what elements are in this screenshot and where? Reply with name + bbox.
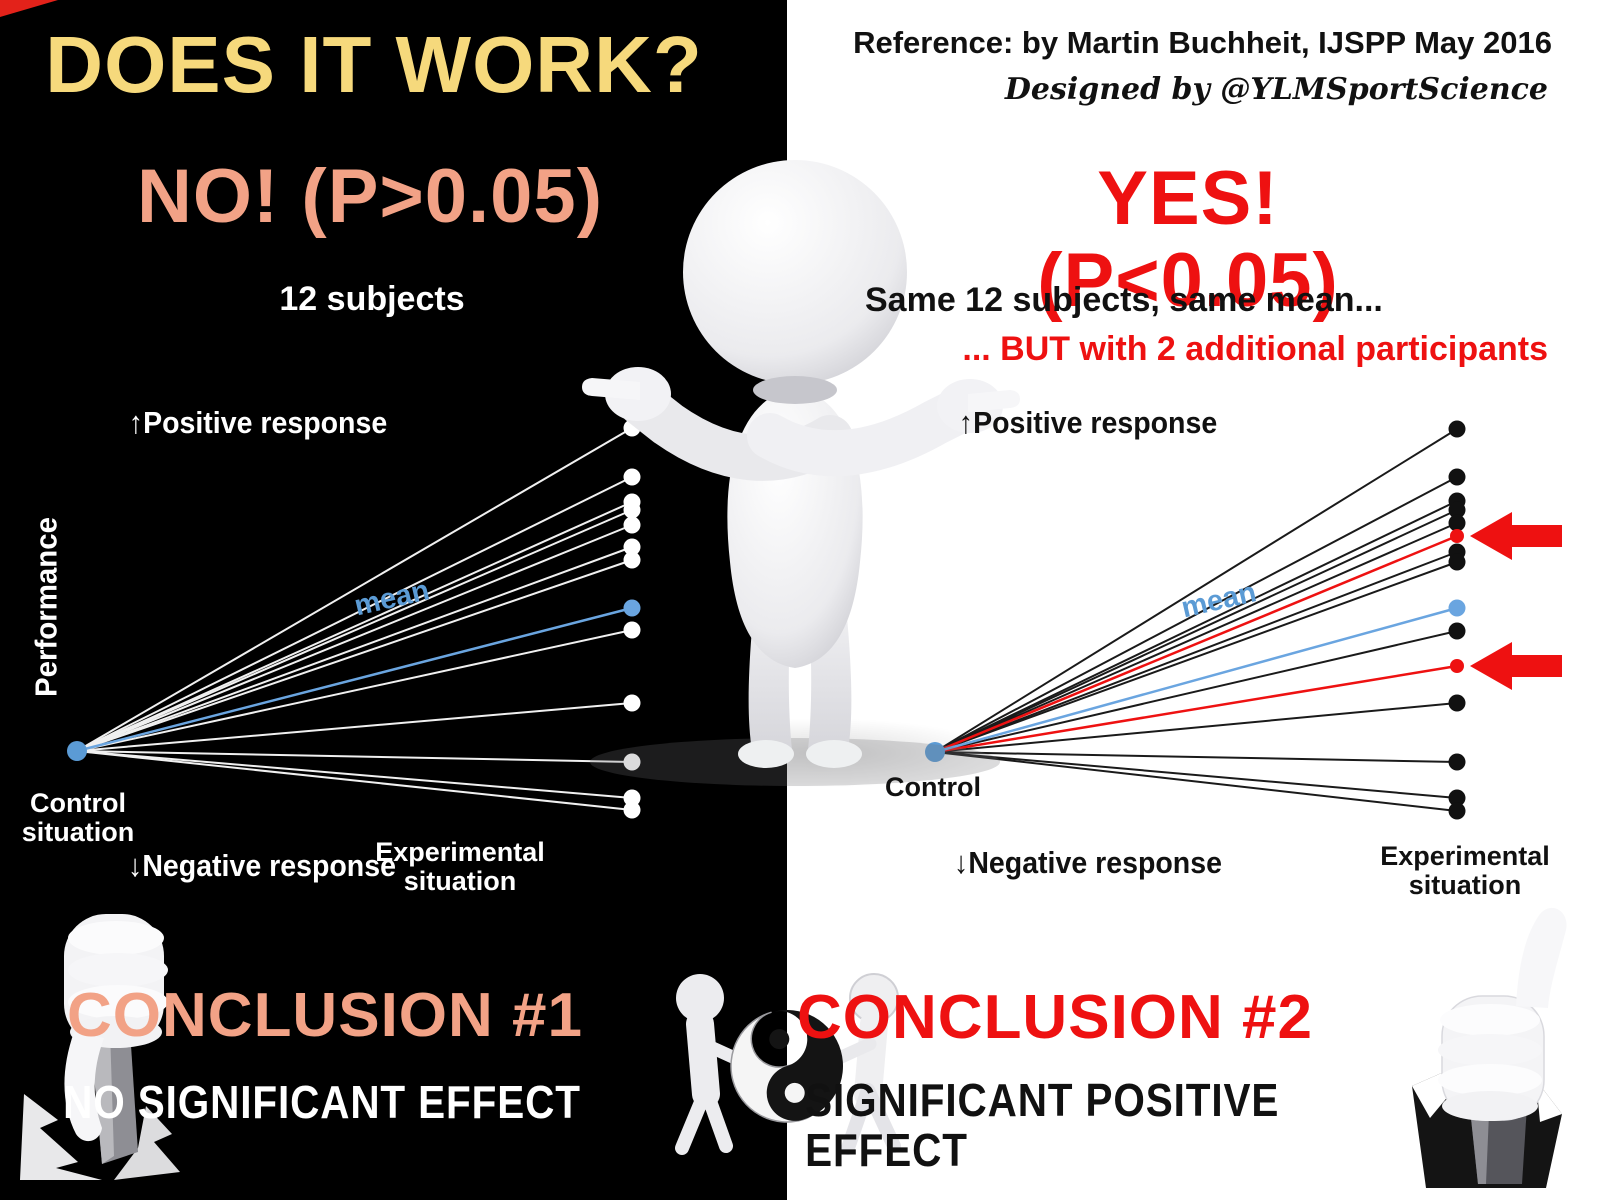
designer-credit: Designed by @YLMSportScience bbox=[1004, 72, 1548, 107]
yin-yang-figures-image bbox=[675, 973, 901, 1155]
pointing-figure-image bbox=[582, 160, 1020, 786]
subjects-count-label: 12 subjects bbox=[279, 280, 465, 318]
yes-verdict: YES! (P<0.05) bbox=[1037, 156, 1339, 324]
control-label-right: Control bbox=[885, 772, 981, 802]
control-label-left: Control situation bbox=[21, 788, 135, 848]
main-question-title: DOES IT WORK? bbox=[45, 20, 703, 109]
additional-participants-label: ... BUT with 2 additional participants bbox=[962, 330, 1548, 368]
experimental-label-left: Experimental situation bbox=[375, 837, 545, 897]
red-corner-accent bbox=[0, 0, 58, 17]
experimental-label-right: Experimental situation bbox=[1380, 841, 1550, 901]
conclusion-2-text: SIGNIFICANT POSITIVE EFFECT bbox=[805, 1074, 1280, 1176]
reference-line: Reference: by Martin Buchheit, IJSPP May… bbox=[853, 25, 1552, 60]
negative-response-label-right: ↓Negative response bbox=[954, 845, 1222, 880]
same-subjects-label: Same 12 subjects, same mean... bbox=[865, 281, 1383, 319]
positive-response-label-left: ↑Positive response bbox=[128, 405, 388, 440]
thumbs-up-image bbox=[1412, 907, 1567, 1188]
conclusion-1-text: NO SIGNIFICANT EFFECT bbox=[63, 1076, 581, 1128]
positive-response-label-right: ↑Positive response bbox=[958, 405, 1218, 440]
no-verdict: NO! (P>0.05) bbox=[136, 154, 604, 239]
thumbs-down-image bbox=[20, 914, 180, 1180]
negative-response-label-left: ↓Negative response bbox=[128, 848, 396, 883]
conclusion-2-title: CONCLUSION #2 bbox=[797, 983, 1313, 1052]
conclusion-1-title: CONCLUSION #1 bbox=[67, 981, 583, 1050]
performance-axis-label: Performance bbox=[28, 516, 64, 698]
